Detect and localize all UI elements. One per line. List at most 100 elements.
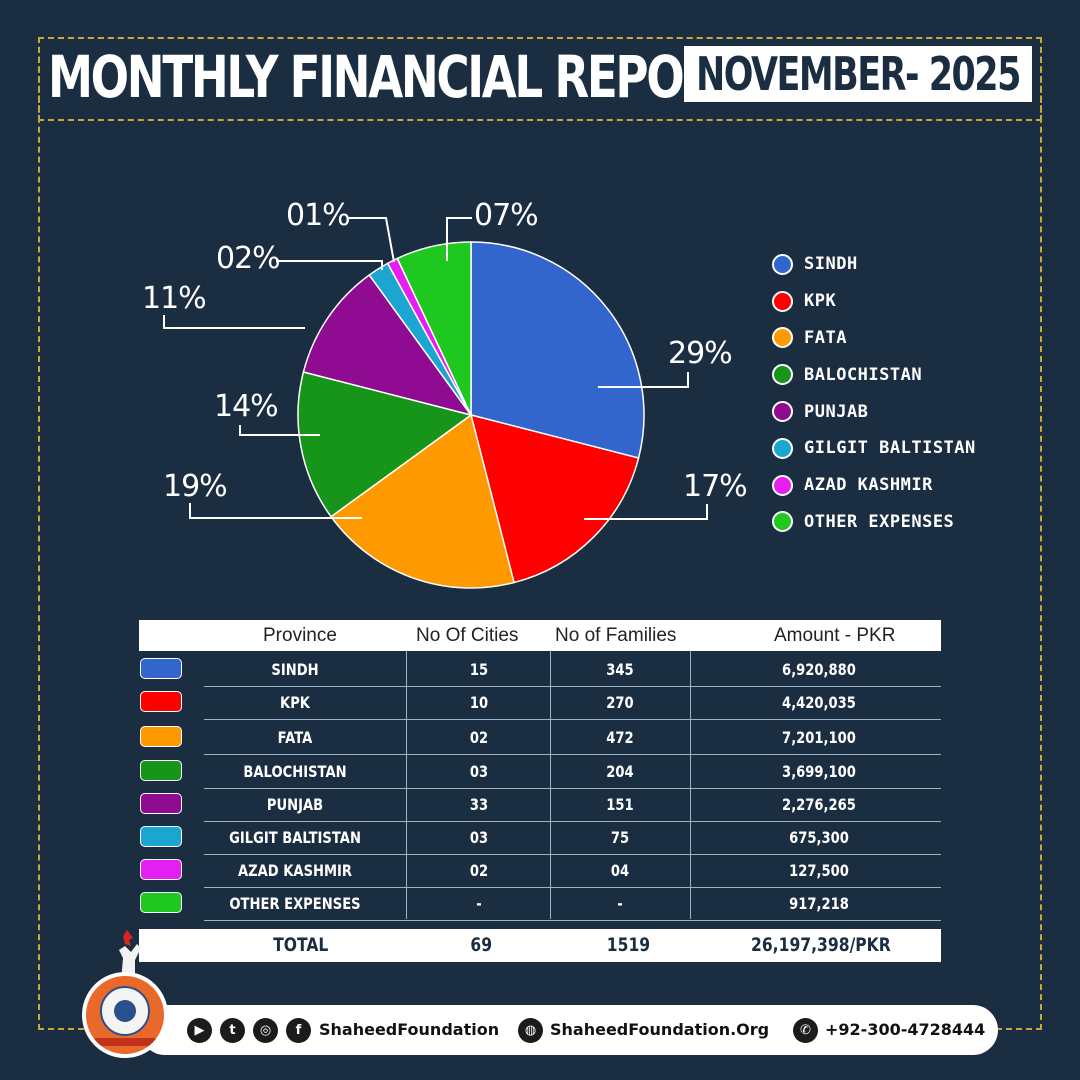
cell-province: PUNJAB [266, 795, 324, 814]
legend-color-dot [772, 437, 793, 459]
cell-province: FATA [277, 728, 313, 747]
row-color-swatch [140, 826, 182, 847]
legend-label: SINDH [804, 254, 858, 275]
row-divider [204, 686, 941, 687]
foundation-logo [82, 972, 168, 1058]
logo-banner [94, 1038, 156, 1046]
cell-amount: 2,276,265 [782, 795, 856, 814]
website-link[interactable]: ShaheedFoundation.Org [550, 1020, 770, 1039]
leader-line [276, 260, 383, 270]
table-row: SINDH 15 345 6,920,880 [139, 654, 941, 686]
table-header: Province No Of Cities No of Families Amo… [139, 620, 941, 651]
legend-color-dot [772, 327, 793, 349]
legend-color-dot [772, 253, 793, 275]
row-color-swatch [140, 892, 182, 913]
legend-item: SINDH [772, 246, 976, 283]
slice-percent-label: 02% [216, 241, 280, 276]
legend-color-dot [772, 401, 793, 423]
legend-item: AZAD KASHMIR [772, 467, 976, 504]
table-row: FATA 02 472 7,201,100 [139, 722, 941, 754]
leader-line [349, 217, 395, 263]
legend-item: BALOCHISTAN [772, 356, 976, 393]
twitter-icon[interactable]: t [220, 1018, 245, 1043]
total-row: TOTAL 69 1519 26,197,398/PKR [139, 929, 941, 962]
row-divider [204, 754, 941, 755]
slice-percent-label: 19% [163, 469, 227, 504]
legend-color-dot [772, 290, 793, 312]
row-divider [204, 788, 941, 789]
row-divider [204, 821, 941, 822]
row-color-swatch [140, 658, 182, 679]
cell-cities: 02 [469, 728, 489, 747]
cell-cities: 10 [469, 693, 489, 712]
leader-line [584, 504, 708, 520]
legend-label: FATA [804, 327, 847, 348]
header-amount: Amount - PKR [774, 625, 896, 646]
leader-line [239, 425, 320, 436]
cell-families: 345 [606, 660, 634, 679]
slice-percent-label: 01% [286, 198, 350, 233]
footer-bar: ▶ t ◎ f ShaheedFoundation ◍ ShaheedFound… [140, 1005, 998, 1055]
cell-amount: 6,920,880 [782, 660, 856, 679]
table-row: OTHER EXPENSES - - 917,218 [139, 888, 941, 920]
cell-families: 75 [610, 828, 630, 847]
leader-line [598, 372, 689, 388]
leader-line [163, 315, 305, 329]
cell-province: AZAD KASHMIR [237, 861, 353, 880]
legend-label: PUNJAB [804, 401, 869, 422]
cell-families: 04 [610, 861, 630, 880]
cell-families: - [617, 894, 623, 913]
cell-families: 204 [606, 762, 634, 781]
slice-percent-label: 11% [142, 281, 206, 316]
cell-amount: 917,218 [789, 894, 849, 913]
row-color-swatch [140, 760, 182, 781]
slice-percent-label: 07% [474, 198, 538, 233]
total-cities: 69 [470, 934, 493, 956]
cell-province: KPK [280, 693, 310, 712]
social-handle[interactable]: ShaheedFoundation [319, 1020, 500, 1039]
cell-cities: 03 [469, 762, 489, 781]
table-row: PUNJAB 33 151 2,276,265 [139, 789, 941, 821]
column-divider [550, 651, 551, 919]
cell-amount: 7,201,100 [782, 728, 856, 747]
legend-color-dot [772, 511, 793, 533]
pie-chart: 29% 17% 19% 14% 11% 02%01% 07% [142, 198, 748, 589]
table-row: AZAD KASHMIR 02 04 127,500 [139, 855, 941, 887]
cell-province: BALOCHISTAN [243, 762, 347, 781]
header-province: Province [263, 625, 337, 646]
total-amount: 26,197,398/PKR [751, 929, 891, 962]
row-color-swatch [140, 859, 182, 880]
pie-slice-other-expenses [396, 241, 472, 416]
instagram-icon[interactable]: ◎ [253, 1018, 278, 1043]
cell-cities: 33 [469, 795, 489, 814]
cell-cities: 03 [469, 828, 489, 847]
table-row: KPK 10 270 4,420,035 [139, 687, 941, 719]
table-row: BALOCHISTAN 03 204 3,699,100 [139, 756, 941, 788]
row-divider [204, 854, 941, 855]
facebook-icon[interactable]: f [286, 1018, 311, 1043]
youtube-icon[interactable]: ▶ [187, 1018, 212, 1043]
legend-item: KPK [772, 283, 976, 320]
legend-label: GILGIT BALTISTAN [804, 438, 976, 459]
legend-label: BALOCHISTAN [804, 364, 923, 385]
row-divider [204, 920, 941, 921]
total-amount-unit: /PKR [849, 934, 891, 956]
cell-province: SINDH [271, 660, 319, 679]
slice-percent-label: 29% [668, 336, 732, 371]
row-divider [204, 887, 941, 888]
dribbble-icon: ◍ [518, 1018, 543, 1043]
legend-item: OTHER EXPENSES [772, 504, 976, 541]
pie-slice-kpk [469, 413, 640, 584]
legend-color-dot [772, 474, 793, 496]
report-month: NOVEMBER- 2025 [696, 47, 1021, 101]
globe-icon [114, 1000, 136, 1022]
legend-item: FATA [772, 320, 976, 357]
cell-cities: 15 [469, 660, 489, 679]
cell-province: GILGIT BALTISTAN [229, 828, 361, 847]
pie-slice-sindh [470, 241, 645, 459]
row-color-swatch [140, 793, 182, 814]
leader-line [189, 503, 362, 519]
legend-color-dot [772, 364, 793, 386]
phone-number[interactable]: +92-300-4728444 [825, 1020, 986, 1039]
title-bar [38, 37, 1042, 121]
